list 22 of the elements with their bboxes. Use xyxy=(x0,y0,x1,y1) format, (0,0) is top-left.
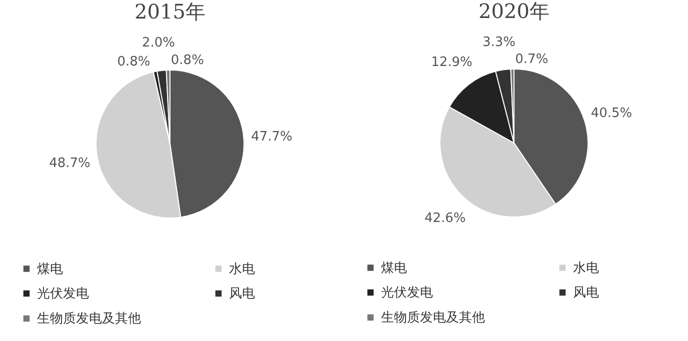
legend-label: 风电 xyxy=(573,286,599,300)
chart-title: 2020年 xyxy=(478,0,550,24)
data-label: 0.7% xyxy=(515,52,548,68)
legend-label: 煤电 xyxy=(37,262,63,277)
data-label: 48.7% xyxy=(49,156,90,171)
legend-label: 光伏发电 xyxy=(37,286,89,302)
legend-label: 煤电 xyxy=(381,260,407,276)
data-label: 3.3% xyxy=(482,35,516,50)
data-label: 47.7% xyxy=(251,130,292,145)
legend-label: 光伏发电 xyxy=(381,286,433,300)
chart-title: 2015年 xyxy=(134,0,206,24)
data-label: 0.8% xyxy=(170,53,204,68)
data-label: 42.6% xyxy=(424,211,466,226)
legend-label: 风电 xyxy=(229,286,255,302)
legend-label: 生物质发电及其他 xyxy=(37,312,141,326)
data-label: 0.8% xyxy=(117,54,150,70)
legend-label: 水电 xyxy=(573,260,599,276)
data-label: 12.9% xyxy=(431,55,472,70)
data-label: 2.0% xyxy=(142,36,176,51)
legend-label: 生物质发电及其他 xyxy=(381,310,485,326)
data-label: 40.5% xyxy=(590,106,632,122)
legend-label: 水电 xyxy=(229,262,255,277)
